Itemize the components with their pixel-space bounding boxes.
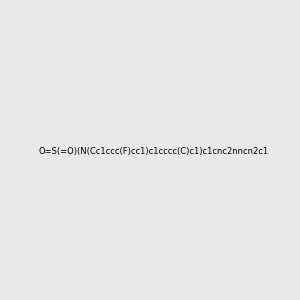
Text: O=S(=O)(N(Cc1ccc(F)cc1)c1cccc(C)c1)c1cnc2nncn2c1: O=S(=O)(N(Cc1ccc(F)cc1)c1cccc(C)c1)c1cnc… — [39, 147, 269, 156]
